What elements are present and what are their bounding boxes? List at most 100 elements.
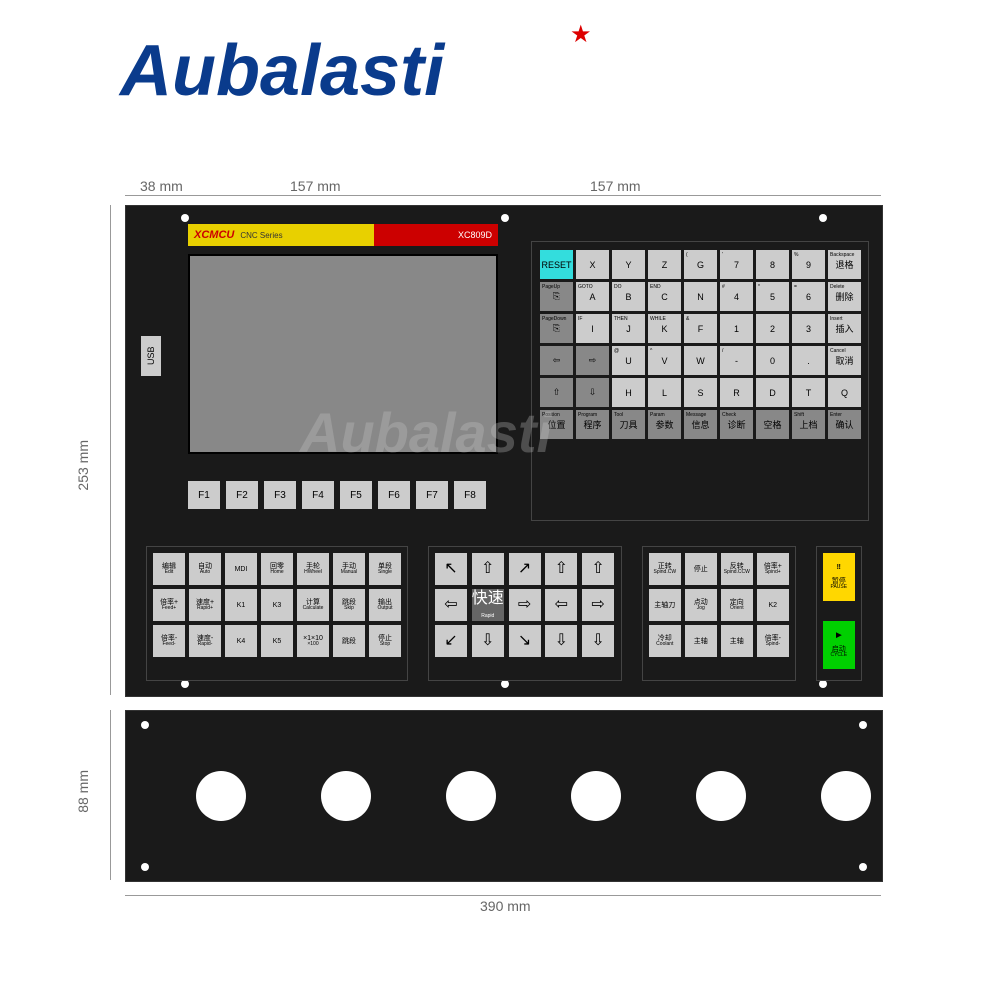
arrow-key[interactable]: ⇦ [435, 589, 467, 621]
cycle-start-button[interactable]: ▶启动CYCLE [823, 621, 855, 669]
spindle-key[interactable]: 主轴 [685, 625, 717, 657]
key-R[interactable]: R [720, 378, 753, 407]
mode-key-2[interactable]: MDI [225, 553, 257, 585]
key-诊断[interactable]: 诊断Check [720, 410, 753, 439]
spindle-key[interactable]: 倍率-Spind- [757, 625, 789, 657]
mode-key-1[interactable]: 速度+Rapid+ [189, 589, 221, 621]
spindle-key[interactable]: 冷却Coolant [649, 625, 681, 657]
arrow-key[interactable]: ⇩ [472, 625, 504, 657]
f4-key[interactable]: F4 [302, 481, 334, 509]
spindle-key[interactable]: 反转Spind.CCW [721, 553, 753, 585]
f3-key[interactable]: F3 [264, 481, 296, 509]
key-J[interactable]: JTHEN [612, 314, 645, 343]
arrow-key[interactable]: ⇧ [472, 553, 504, 585]
usb-port[interactable]: USB [141, 336, 161, 376]
key-L[interactable]: L [648, 378, 681, 407]
key-退格[interactable]: 退格Backspace [828, 250, 861, 279]
arrow-key[interactable]: ⇧ [545, 553, 577, 585]
key-I[interactable]: IIF [576, 314, 609, 343]
key-B[interactable]: BDO [612, 282, 645, 311]
arrow-key[interactable]: ↖ [435, 553, 467, 585]
mode-key-2[interactable]: K1 [225, 589, 257, 621]
key-C[interactable]: CEND [648, 282, 681, 311]
key-参数[interactable]: 参数Param [648, 410, 681, 439]
key-S[interactable]: S [684, 378, 717, 407]
spindle-key[interactable]: 定向Orient [721, 589, 753, 621]
arrow-key[interactable]: ↗ [509, 553, 541, 585]
key-.[interactable]: . [792, 346, 825, 375]
mode-key-4[interactable]: 手轮HWheel [297, 553, 329, 585]
key-程序[interactable]: 程序Program [576, 410, 609, 439]
mode-key-3[interactable]: 回零Home [261, 553, 293, 585]
arrow-key[interactable]: ⇨ [509, 589, 541, 621]
key-⇦[interactable]: ⇦ [540, 346, 573, 375]
mode-key-6[interactable]: 输出Output [369, 589, 401, 621]
arrow-key[interactable]: ⇩ [582, 625, 614, 657]
key-Q[interactable]: Q [828, 378, 861, 407]
key-⎘[interactable]: ⎘PageDown [540, 314, 573, 343]
key-X[interactable]: X [576, 250, 609, 279]
spindle-key[interactable]: K2 [757, 589, 789, 621]
key-7[interactable]: 7' [720, 250, 753, 279]
mode-key-5[interactable]: 手动Manual [333, 553, 365, 585]
arrow-key[interactable]: 快速Rapid [472, 589, 504, 621]
arrow-key[interactable]: ⇧ [582, 553, 614, 585]
key-空格[interactable]: 空格 [756, 410, 789, 439]
key-3[interactable]: 3 [792, 314, 825, 343]
key--[interactable]: -/ [720, 346, 753, 375]
arrow-key[interactable]: ↘ [509, 625, 541, 657]
f2-key[interactable]: F2 [226, 481, 258, 509]
key-RESET[interactable]: RESET [540, 250, 573, 279]
key-G[interactable]: G( [684, 250, 717, 279]
mode-key-2[interactable]: K4 [225, 625, 257, 657]
arrow-key[interactable]: ⇨ [582, 589, 614, 621]
spindle-key[interactable]: 倍率+Spind+ [757, 553, 789, 585]
key-5[interactable]: 5* [756, 282, 789, 311]
spindle-key[interactable]: 点动Jog [685, 589, 717, 621]
key-1[interactable]: 1 [720, 314, 753, 343]
pause-button[interactable]: ‼暂停PAUSE [823, 553, 855, 601]
mode-key-0[interactable]: 倍率+Feed+ [153, 589, 185, 621]
key-信息[interactable]: 信息Message [684, 410, 717, 439]
key-插入[interactable]: 插入Insert [828, 314, 861, 343]
key-取消[interactable]: 取消Cancel [828, 346, 861, 375]
f1-key[interactable]: F1 [188, 481, 220, 509]
arrow-key[interactable]: ⇦ [545, 589, 577, 621]
key-⇧[interactable]: ⇧ [540, 378, 573, 407]
mode-key-3[interactable]: K3 [261, 589, 293, 621]
key-D[interactable]: D [756, 378, 789, 407]
mode-key-5[interactable]: 跳段 [333, 625, 365, 657]
mode-key-6[interactable]: 停止Stop [369, 625, 401, 657]
key-F[interactable]: F& [684, 314, 717, 343]
key-8[interactable]: 8 [756, 250, 789, 279]
key-Z[interactable]: Z [648, 250, 681, 279]
key-K[interactable]: KWHILE [648, 314, 681, 343]
f5-key[interactable]: F5 [340, 481, 372, 509]
key-刀具[interactable]: 刀具Tool [612, 410, 645, 439]
key-确认[interactable]: 确认Enter [828, 410, 861, 439]
key-位置[interactable]: 位置Position [540, 410, 573, 439]
key-W[interactable]: W [684, 346, 717, 375]
spindle-key[interactable]: 主轴 [721, 625, 753, 657]
key-删除[interactable]: 删除Delete [828, 282, 861, 311]
key-U[interactable]: U@ [612, 346, 645, 375]
spindle-key[interactable]: 正转Spind.CW [649, 553, 681, 585]
key-上档[interactable]: 上档Shift [792, 410, 825, 439]
arrow-key[interactable]: ⇩ [545, 625, 577, 657]
key-V[interactable]: V^ [648, 346, 681, 375]
spindle-key[interactable]: 停止 [685, 553, 717, 585]
key-2[interactable]: 2 [756, 314, 789, 343]
key-⎘[interactable]: ⎘PageUp [540, 282, 573, 311]
spindle-key[interactable]: 主轴刀 [649, 589, 681, 621]
key-⇩[interactable]: ⇩ [576, 378, 609, 407]
key-N[interactable]: N [684, 282, 717, 311]
mode-key-6[interactable]: 单段Single [369, 553, 401, 585]
mode-key-0[interactable]: 编辑Edit [153, 553, 185, 585]
key-⇨[interactable]: ⇨ [576, 346, 609, 375]
key-Y[interactable]: Y [612, 250, 645, 279]
key-6[interactable]: 6= [792, 282, 825, 311]
key-4[interactable]: 4# [720, 282, 753, 311]
mode-key-1[interactable]: 自动Auto [189, 553, 221, 585]
key-9[interactable]: 9% [792, 250, 825, 279]
mode-key-1[interactable]: 速度-Rapid- [189, 625, 221, 657]
